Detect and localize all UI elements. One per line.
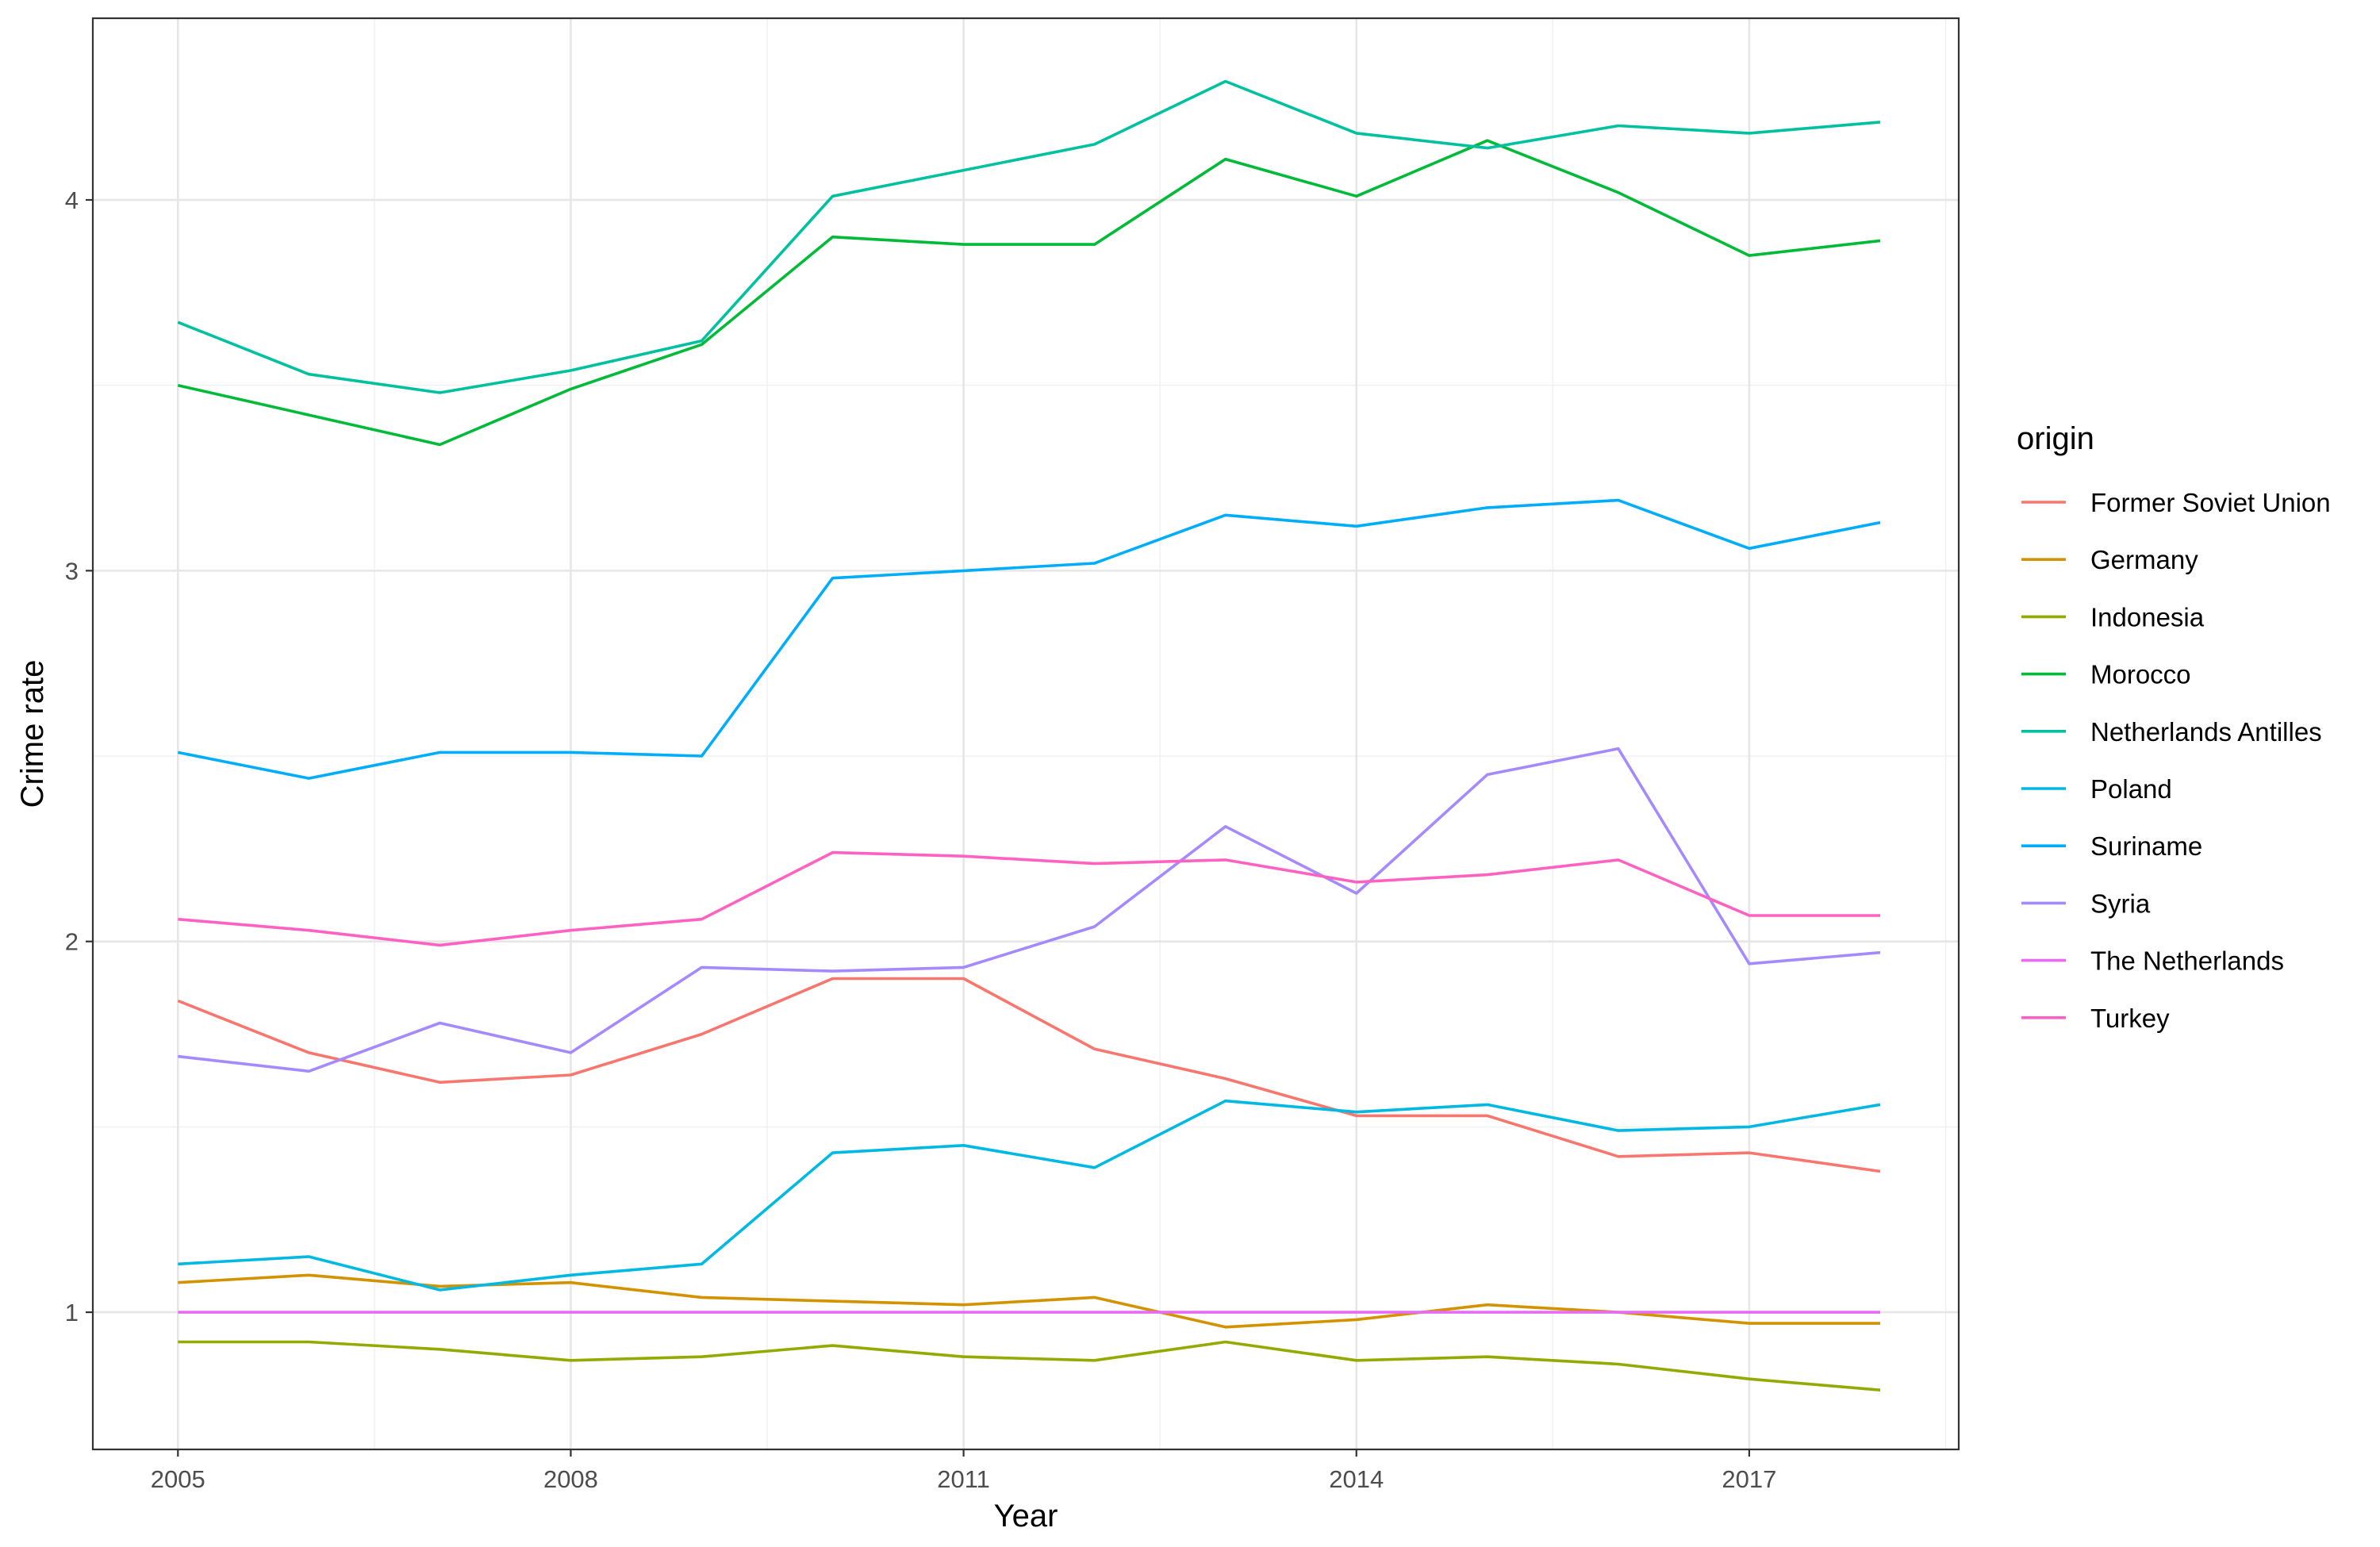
panel-background (93, 18, 1959, 1449)
x-tick-label: 2017 (1722, 1465, 1776, 1493)
legend-label-syria: Syria (2090, 889, 2151, 918)
x-axis: 2005 2008 2011 2014 2017 (151, 1449, 1776, 1493)
series-line-syria (178, 747, 1881, 1073)
y-tick-label: 4 (65, 186, 79, 214)
x-tick-label: 2008 (543, 1465, 598, 1493)
panel-border (91, 17, 1960, 1451)
y-tick-label: 2 (65, 928, 79, 956)
x-tick-label: 2011 (937, 1465, 990, 1493)
y-tick-label: 1 (65, 1299, 79, 1326)
y-tick-label: 3 (65, 557, 79, 585)
y-axis-title: Crime rate (15, 660, 50, 808)
legend-title: origin (2017, 421, 2094, 456)
x-axis-title: Year (994, 1499, 1058, 1534)
legend-label-germany: Germany (2090, 545, 2198, 574)
series-line-former-soviet-union (177, 977, 1881, 1173)
legend: origin Former Soviet Union Germany Indones… (2017, 421, 2331, 1033)
legend-label-former-soviet-union: Former Soviet Union (2090, 488, 2331, 517)
series-line-turkey (178, 850, 1880, 947)
legend-label-the-netherlands: The Netherlands (2090, 946, 2284, 976)
series-line-morocco (177, 139, 1881, 447)
series-line-netherlands-antilles (177, 79, 1881, 394)
series-line-suriname (177, 498, 1881, 780)
y-axis: 1 2 3 4 (65, 186, 93, 1326)
grid-minor (93, 18, 1959, 1449)
x-tick-label: 2005 (151, 1465, 205, 1493)
series-line-poland (178, 1099, 1881, 1292)
legend-label-suriname: Suriname (2090, 831, 2202, 861)
legend-label-netherlands-antilles: Netherlands Antilles (2090, 717, 2322, 747)
legend-label-indonesia: Indonesia (2090, 602, 2205, 631)
series-line-indonesia (178, 1340, 1881, 1392)
legend-label-morocco: Morocco (2090, 660, 2191, 689)
x-tick-label: 2014 (1329, 1465, 1384, 1493)
series-lines (177, 79, 1881, 1392)
legend-label-turkey: Turkey (2090, 1004, 2170, 1033)
legend-label-poland: Poland (2090, 774, 2172, 804)
